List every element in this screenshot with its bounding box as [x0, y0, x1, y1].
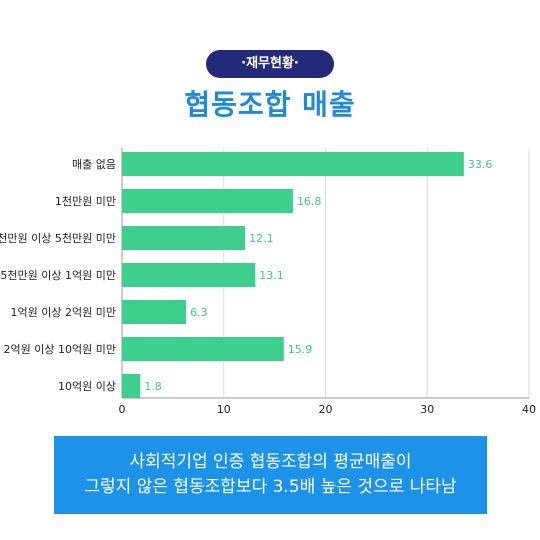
value-label: 6.3: [190, 306, 208, 319]
x-tick-label: 10: [217, 403, 231, 416]
category-label: 1천만원 미만: [55, 194, 116, 208]
value-label: 12.1: [249, 232, 274, 245]
summary-banner: 사회적기업 인증 협동조합의 평균매출이 그렇지 않은 협동조합보다 3.5배 …: [54, 436, 487, 514]
value-label: 13.1: [259, 269, 284, 282]
value-label: 1.8: [144, 380, 162, 393]
summary-line-2: 그렇지 않은 협동조합보다 3.5배 높은 것으로 나타남: [84, 477, 457, 497]
bar: [122, 374, 141, 398]
category-label: 1천만원 이상 5천만원 미만: [0, 231, 116, 245]
category-label: 10억원 이상: [58, 380, 116, 393]
bar: [122, 337, 284, 361]
x-tick-label: 20: [319, 403, 333, 416]
category-label: 2억원 이상 10억원 미만: [4, 343, 116, 356]
value-label: 16.8: [297, 195, 322, 208]
summary-line-1: 사회적기업 인증 협동조합의 평균매출이: [129, 452, 412, 472]
category-label: 5천만원 이상 1억원 미만: [0, 268, 116, 282]
bar: [122, 152, 464, 176]
page-title: 협동조합 매출: [184, 88, 356, 121]
bar: [122, 300, 187, 324]
bar: [122, 263, 256, 287]
section-tag: ·재무현황·: [206, 50, 334, 78]
bar: [122, 226, 246, 250]
category-label: 1억원 이상 2억원 미만: [11, 306, 116, 319]
bar: [122, 189, 293, 213]
x-tick-label: 0: [119, 403, 126, 416]
x-tick-label: 30: [420, 403, 434, 416]
value-label: 15.9: [288, 343, 313, 356]
category-label: 매출 없음: [72, 158, 116, 171]
bar-chart: 0 10 20 30 40 매출 없음 33.6 1천만원 미만 16.8 1천만원 이상 5천만…: [0, 148, 536, 416]
value-label: 33.6: [468, 158, 493, 171]
x-tick-label: 40: [522, 403, 536, 416]
